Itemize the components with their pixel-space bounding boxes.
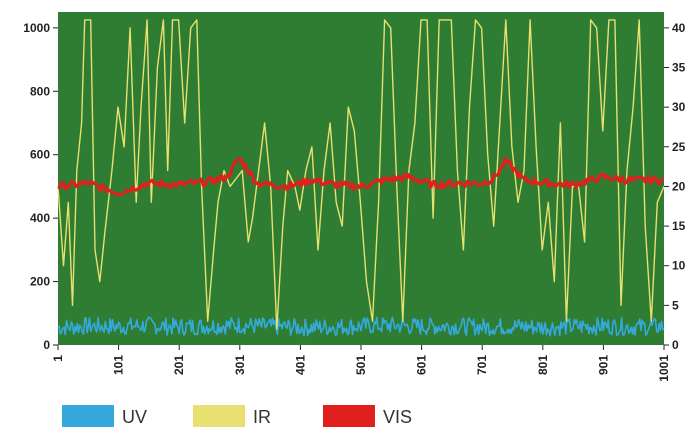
left-tick-label: 800 [30, 84, 50, 98]
legend-label-ir: IR [253, 407, 271, 427]
left-tick-label: 0 [43, 338, 50, 352]
right-tick-label: 5 [672, 298, 679, 312]
vis-series-line [57, 156, 665, 197]
right-tick-label: 0 [672, 338, 679, 352]
x-tick-label: 401 [293, 355, 307, 375]
left-y-axis: 0 200 400 600 800 1000 [23, 21, 58, 352]
legend-label-uv: UV [122, 407, 147, 427]
x-tick-label: 301 [233, 355, 247, 375]
x-axis: 1 101 201 301 401 501 601 701 801 901 1001 [51, 345, 671, 382]
x-tick-label: 701 [475, 355, 489, 375]
left-tick-label: 200 [30, 275, 50, 289]
vis-series-layer [57, 156, 665, 197]
legend-swatch-ir [193, 405, 245, 427]
right-tick-label: 25 [672, 140, 686, 154]
uv-series-layer [57, 316, 665, 337]
x-tick-label: 801 [536, 355, 550, 375]
x-tick-label: 1001 [657, 355, 671, 382]
right-y-axis: 0 5 10 15 20 25 30 35 40 [664, 21, 686, 352]
legend-label-vis: VIS [383, 407, 412, 427]
legend: UV IR VIS [62, 405, 412, 427]
x-tick-label: 901 [596, 355, 610, 375]
left-tick-label: 600 [30, 148, 50, 162]
right-tick-label: 35 [672, 61, 686, 75]
legend-swatch-vis [323, 405, 375, 427]
x-tick-label: 501 [354, 355, 368, 375]
x-tick-label: 101 [112, 355, 126, 375]
x-tick-label: 201 [172, 355, 186, 375]
x-tick-label: 601 [415, 355, 429, 375]
right-tick-label: 40 [672, 21, 686, 35]
right-tick-label: 10 [672, 259, 686, 273]
legend-swatch-uv [62, 405, 114, 427]
right-tick-label: 30 [672, 100, 686, 114]
right-tick-label: 20 [672, 179, 686, 193]
x-tick-label: 1 [51, 355, 65, 362]
right-tick-label: 15 [672, 219, 686, 233]
plot-area [58, 12, 664, 345]
uv-series-line [57, 316, 665, 337]
ir-series-line [57, 19, 665, 330]
ir-series-layer [57, 19, 665, 330]
left-tick-label: 400 [30, 211, 50, 225]
left-tick-label: 1000 [23, 21, 50, 35]
